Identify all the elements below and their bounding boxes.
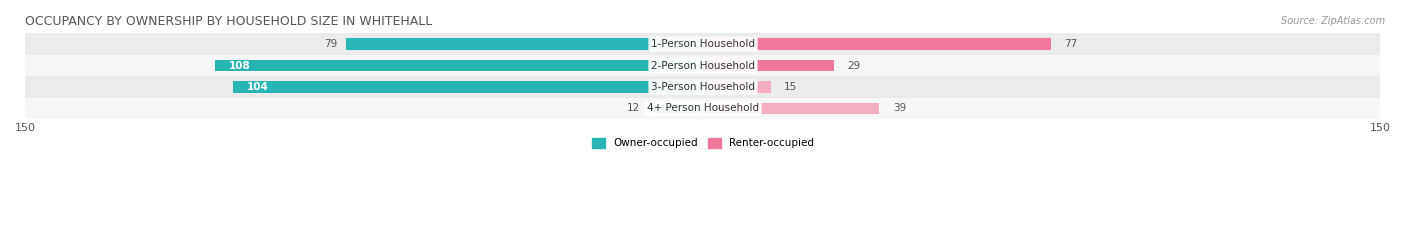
Bar bbox=[25, 98, 1381, 119]
Bar bbox=[233, 81, 703, 93]
Text: 108: 108 bbox=[229, 61, 250, 71]
Text: 12: 12 bbox=[627, 103, 640, 113]
Text: 4+ Person Household: 4+ Person Household bbox=[647, 103, 759, 113]
Text: 104: 104 bbox=[247, 82, 269, 92]
Legend: Owner-occupied, Renter-occupied: Owner-occupied, Renter-occupied bbox=[588, 134, 818, 153]
Text: 3-Person Household: 3-Person Household bbox=[651, 82, 755, 92]
Text: 15: 15 bbox=[785, 82, 797, 92]
Text: OCCUPANCY BY OWNERSHIP BY HOUSEHOLD SIZE IN WHITEHALL: OCCUPANCY BY OWNERSHIP BY HOUSEHOLD SIZE… bbox=[25, 15, 433, 28]
Bar bbox=[346, 38, 703, 50]
Bar bbox=[25, 76, 1381, 98]
Bar bbox=[648, 103, 703, 114]
Text: 39: 39 bbox=[893, 103, 905, 113]
Text: 29: 29 bbox=[848, 61, 860, 71]
Text: 1-Person Household: 1-Person Household bbox=[651, 39, 755, 49]
Bar bbox=[703, 103, 879, 114]
Text: Source: ZipAtlas.com: Source: ZipAtlas.com bbox=[1281, 16, 1385, 26]
Bar bbox=[25, 55, 1381, 76]
Text: 77: 77 bbox=[1064, 39, 1077, 49]
Bar bbox=[215, 60, 703, 72]
Bar bbox=[703, 81, 770, 93]
Bar bbox=[703, 60, 834, 72]
Bar bbox=[703, 38, 1050, 50]
Bar bbox=[25, 33, 1381, 55]
Text: 79: 79 bbox=[323, 39, 337, 49]
Text: 2-Person Household: 2-Person Household bbox=[651, 61, 755, 71]
